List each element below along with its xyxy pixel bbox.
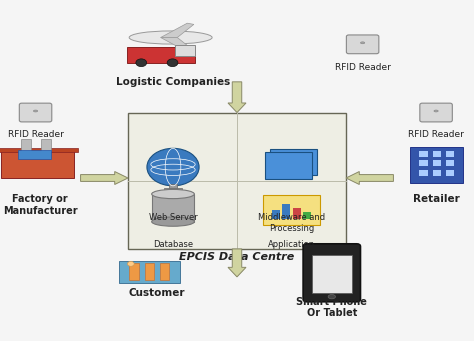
FancyBboxPatch shape [19, 103, 52, 122]
Bar [21, 139, 31, 151]
Bar [164, 188, 182, 191]
Text: Factory or
Manufacturer: Factory or Manufacturer [3, 194, 78, 216]
FancyArrow shape [228, 82, 246, 113]
Bar [419, 170, 428, 176]
Text: Smart Phone
Or Tablet: Smart Phone Or Tablet [296, 297, 367, 318]
Text: Web Server: Web Server [149, 213, 197, 222]
Bar [312, 255, 352, 293]
Bar [433, 170, 441, 176]
Bar [446, 170, 454, 176]
Ellipse shape [128, 262, 134, 266]
Bar [419, 151, 428, 157]
Ellipse shape [152, 190, 194, 198]
FancyArrow shape [346, 172, 393, 184]
Text: EPCIS Data Centre: EPCIS Data Centre [179, 252, 295, 263]
Ellipse shape [361, 42, 365, 44]
Text: RFID Reader: RFID Reader [8, 130, 64, 138]
Ellipse shape [129, 31, 212, 44]
Bar [410, 147, 463, 183]
FancyBboxPatch shape [270, 149, 317, 175]
FancyBboxPatch shape [346, 35, 379, 54]
Bar [129, 263, 138, 280]
Bar [303, 211, 311, 219]
Ellipse shape [328, 295, 336, 299]
Bar [152, 194, 194, 222]
Text: Database: Database [153, 240, 193, 249]
Bar [419, 160, 428, 166]
Polygon shape [161, 38, 194, 52]
Ellipse shape [167, 59, 178, 66]
Text: RFID Reader: RFID Reader [335, 63, 391, 72]
Text: Application: Application [268, 240, 315, 249]
Ellipse shape [147, 148, 199, 186]
Bar [118, 261, 180, 283]
Bar [145, 263, 154, 280]
Ellipse shape [34, 110, 37, 112]
Text: RFID Reader: RFID Reader [408, 130, 464, 138]
Bar [433, 160, 441, 166]
Bar [160, 263, 169, 280]
Bar [41, 139, 51, 151]
Bar [446, 160, 454, 166]
Polygon shape [161, 23, 194, 38]
Text: Retailer: Retailer [413, 194, 459, 204]
Bar [446, 151, 454, 157]
Ellipse shape [152, 217, 194, 226]
Ellipse shape [434, 110, 438, 112]
FancyBboxPatch shape [263, 195, 320, 225]
Ellipse shape [136, 59, 146, 66]
Bar [127, 47, 195, 63]
Bar [433, 151, 441, 157]
Bar [18, 150, 51, 159]
Bar [0, 148, 78, 152]
FancyBboxPatch shape [265, 152, 312, 179]
FancyArrow shape [81, 172, 128, 184]
Bar [293, 208, 301, 219]
Text: Middleware and
Processing: Middleware and Processing [258, 213, 325, 233]
Bar [175, 45, 195, 56]
Text: Customer: Customer [128, 288, 185, 298]
FancyBboxPatch shape [420, 103, 452, 122]
Bar [169, 184, 177, 191]
Bar [272, 210, 280, 219]
FancyBboxPatch shape [303, 244, 360, 302]
Text: Logistic Companies: Logistic Companies [116, 77, 230, 87]
FancyArrow shape [228, 249, 246, 277]
Bar [1, 151, 74, 178]
FancyBboxPatch shape [128, 113, 346, 249]
Bar [283, 204, 290, 219]
